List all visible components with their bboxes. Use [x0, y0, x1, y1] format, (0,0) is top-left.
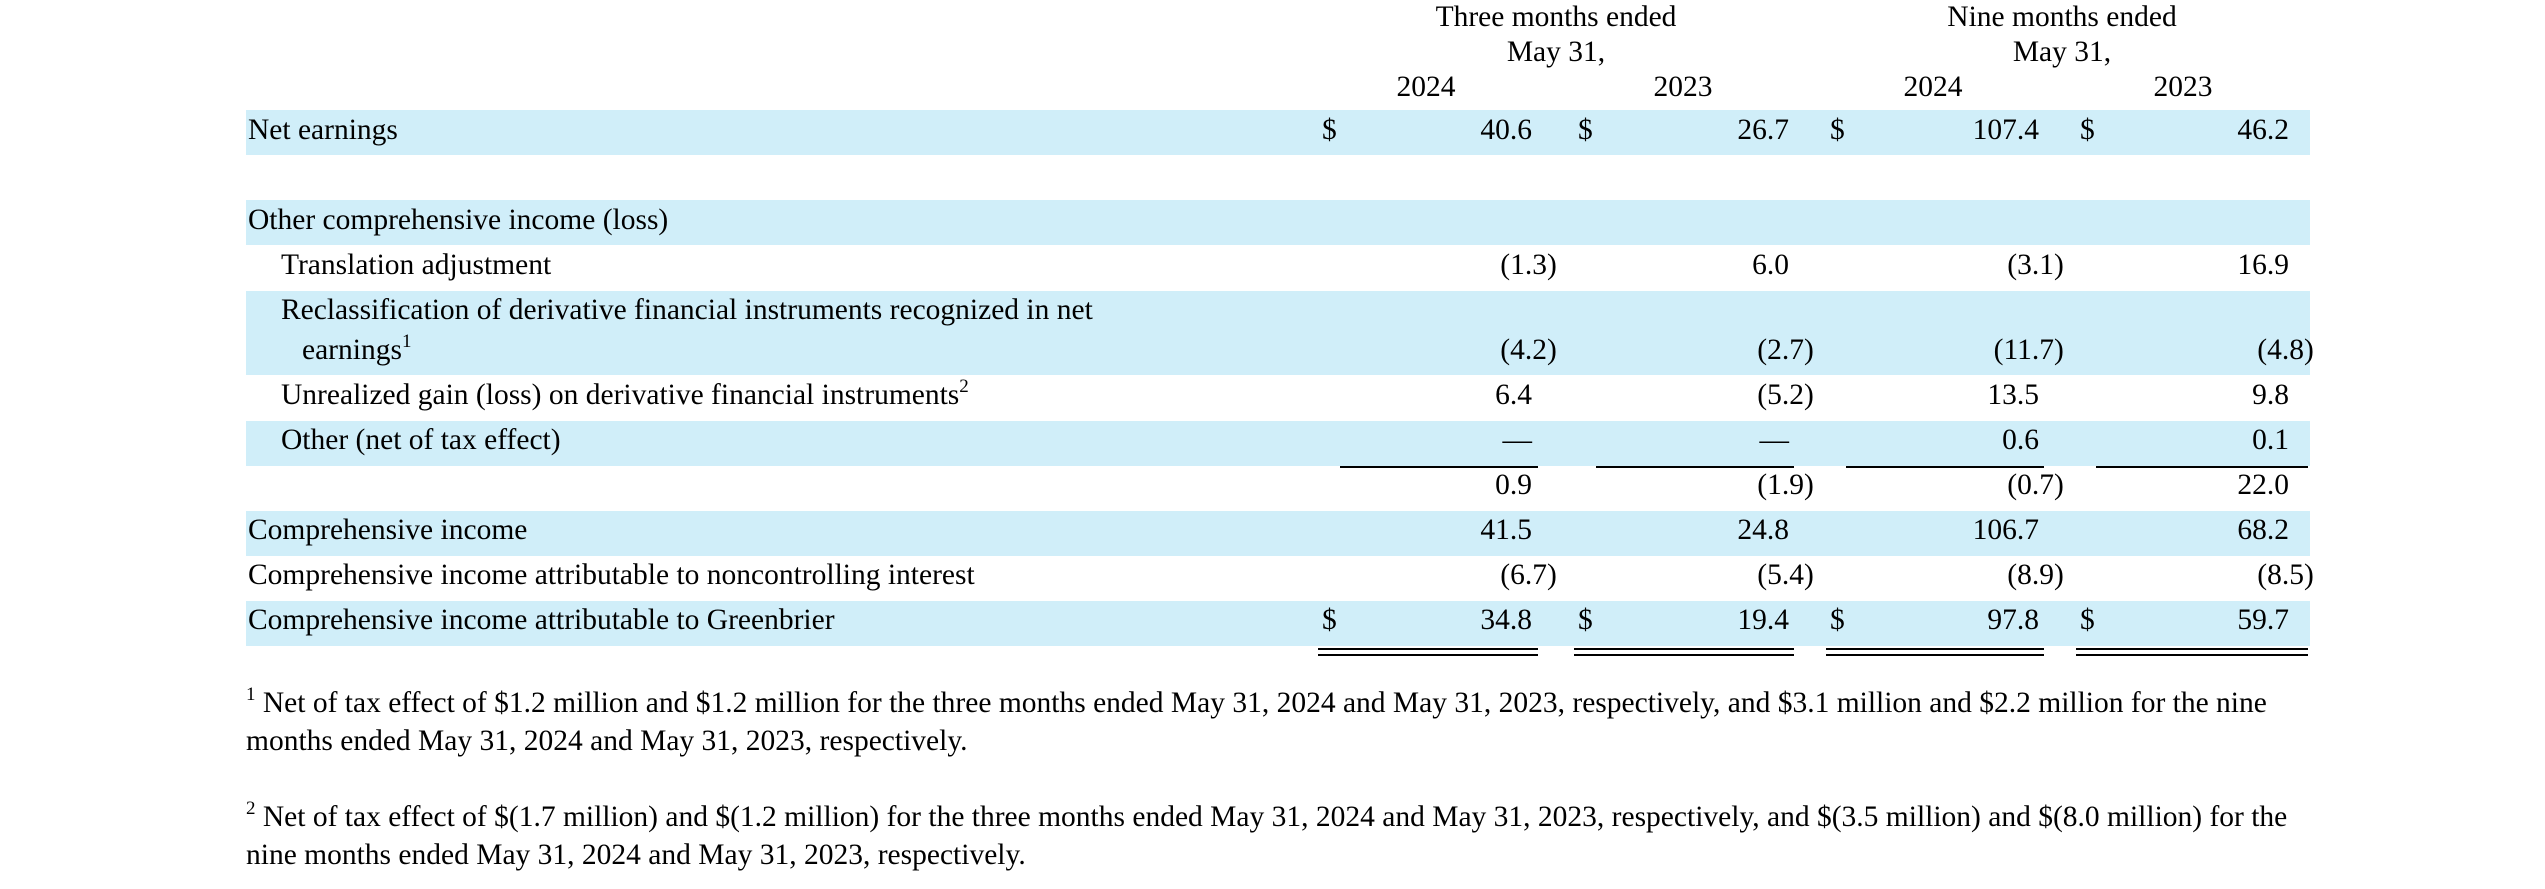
- value-cell: 6.0: [1752, 249, 1789, 281]
- value-cell: (4.8): [2257, 334, 2314, 366]
- year-header: 2023: [1653, 71, 1713, 103]
- value-cell: (2.7): [1757, 334, 1814, 366]
- footnote-marker: 1: [401, 331, 412, 352]
- value-cell: (4.2): [1500, 334, 1557, 366]
- subtotal-rule: [1596, 466, 1794, 468]
- nine-months-header-line1: Nine months ended: [1947, 1, 2177, 33]
- footnote-text: Net of tax effect of $1.2 million and $1…: [246, 687, 2267, 758]
- total-double-rule: [2076, 648, 2308, 656]
- value-cell: 97.8: [1987, 604, 2039, 636]
- value-cell: (3.1): [2007, 249, 2064, 281]
- value-cell: 0.6: [2002, 424, 2039, 456]
- year-header: 2023: [2153, 71, 2213, 103]
- value-cell: 13.5: [1987, 379, 2039, 411]
- value-cell: 24.8: [1737, 514, 1789, 546]
- value-cell: 6.4: [1495, 379, 1532, 411]
- row-label: Comprehensive income attributable to non…: [248, 559, 975, 591]
- row-label: Unrealized gain (loss) on derivative fin…: [281, 376, 969, 411]
- row-band: [246, 110, 2310, 155]
- row-band: [246, 511, 2310, 556]
- footnote-marker: 2: [246, 798, 256, 819]
- currency-symbol: $: [2080, 114, 2095, 146]
- three-months-header: Three months ended May 31,: [1356, 0, 1756, 71]
- year-header: 2024: [1903, 71, 1963, 103]
- footnote-1: 1 Net of tax effect of $1.2 million and …: [246, 684, 2306, 761]
- subtotal-rule: [2096, 466, 2308, 468]
- row-band: [246, 421, 2310, 466]
- currency-symbol: $: [1322, 114, 1337, 146]
- row-label: Other (net of tax effect): [281, 424, 561, 456]
- row-label: Comprehensive income attributable to Gre…: [248, 604, 835, 636]
- value-cell: (5.2): [1757, 379, 1814, 411]
- currency-symbol: $: [1578, 604, 1593, 636]
- nine-months-header-line2: May 31,: [2012, 36, 2112, 69]
- row-band: [246, 291, 2310, 375]
- value-cell: 46.2: [2237, 114, 2289, 146]
- section-label: Other comprehensive income (loss): [248, 204, 669, 236]
- row-label: Comprehensive income: [248, 514, 528, 546]
- subtotal-rule: [1340, 466, 1538, 468]
- footnote-marker: 1: [246, 684, 256, 705]
- total-double-rule: [1826, 648, 2044, 656]
- value-cell: (11.7): [1993, 334, 2064, 366]
- value-cell: 106.7: [1972, 514, 2039, 546]
- currency-symbol: $: [1322, 604, 1337, 636]
- value-cell: 26.7: [1737, 114, 1789, 146]
- footnote-text: Net of tax effect of $(1.7 million) and …: [246, 801, 2288, 872]
- value-cell: 107.4: [1972, 114, 2039, 146]
- value-cell: —: [1759, 424, 1790, 456]
- three-months-header-line2: May 31,: [1506, 36, 1606, 69]
- value-cell: —: [1502, 424, 1533, 456]
- value-cell: 0.9: [1495, 469, 1532, 501]
- value-cell: 22.0: [2237, 469, 2289, 501]
- currency-symbol: $: [1830, 114, 1845, 146]
- currency-symbol: $: [1830, 604, 1845, 636]
- currency-symbol: $: [1578, 114, 1593, 146]
- value-cell: 34.8: [1480, 604, 1532, 636]
- footnote-marker: 2: [959, 376, 969, 397]
- subtotal-rule: [1846, 466, 2044, 468]
- value-cell: (8.9): [2007, 559, 2064, 591]
- value-cell: (1.9): [1757, 469, 1814, 501]
- total-double-rule: [1574, 648, 1794, 656]
- value-cell: (8.5): [2257, 559, 2314, 591]
- row-label: Net earnings: [248, 114, 398, 146]
- row-band: [246, 200, 2310, 245]
- value-cell: 41.5: [1480, 514, 1532, 546]
- value-cell: (6.7): [1500, 559, 1557, 591]
- total-double-rule: [1318, 648, 1538, 656]
- footnote-2: 2 Net of tax effect of $(1.7 million) an…: [246, 798, 2306, 875]
- row-label-line1: Reclassification of derivative financial…: [281, 294, 1093, 326]
- value-cell: 9.8: [2252, 379, 2289, 411]
- nine-months-header: Nine months ended May 31,: [1862, 0, 2262, 71]
- value-cell: 0.1: [2252, 424, 2289, 456]
- year-header: 2024: [1396, 71, 1456, 103]
- value-cell: (1.3): [1500, 249, 1557, 281]
- row-label-line2: earnings1: [302, 331, 412, 366]
- value-cell: (0.7): [2007, 469, 2064, 501]
- value-cell: 68.2: [2237, 514, 2289, 546]
- value-cell: (5.4): [1757, 559, 1814, 591]
- value-cell: 40.6: [1480, 114, 1532, 146]
- value-cell: 19.4: [1737, 604, 1789, 636]
- value-cell: 59.7: [2237, 604, 2289, 636]
- three-months-header-line1: Three months ended: [1435, 1, 1677, 33]
- row-band: [246, 601, 2310, 646]
- row-label: Translation adjustment: [281, 249, 552, 281]
- value-cell: 16.9: [2237, 249, 2289, 281]
- currency-symbol: $: [2080, 604, 2095, 636]
